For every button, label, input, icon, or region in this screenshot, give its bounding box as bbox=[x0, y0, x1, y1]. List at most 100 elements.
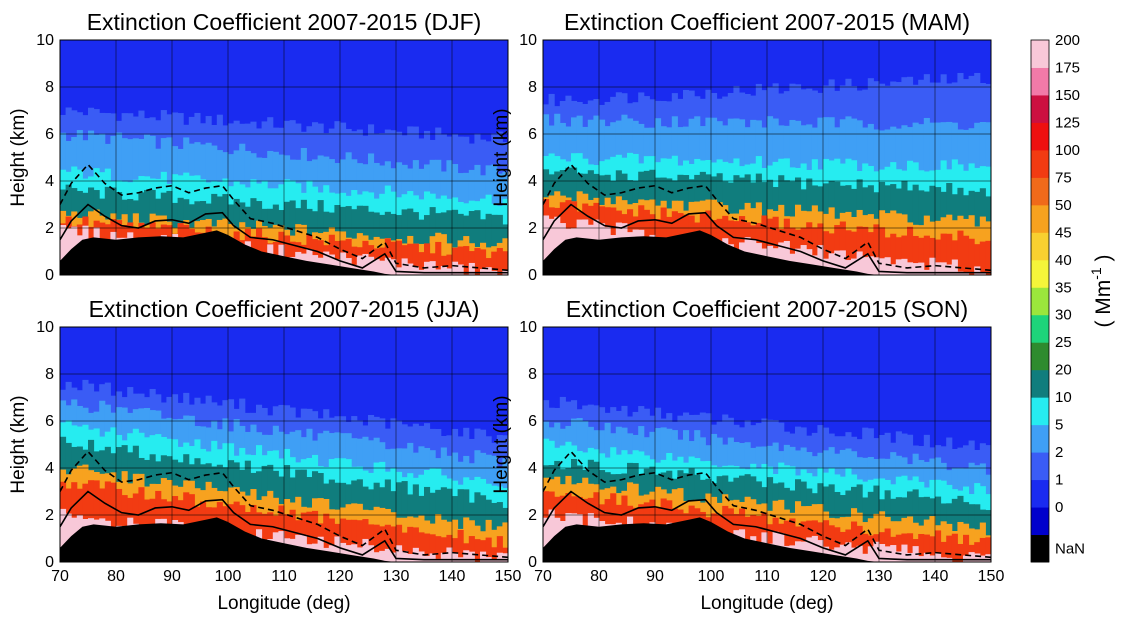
colorbar-swatch-25 bbox=[1031, 342, 1049, 371]
cell bbox=[446, 254, 453, 275]
cell bbox=[328, 518, 335, 562]
cell bbox=[974, 244, 981, 275]
cell bbox=[457, 489, 464, 562]
y-tick-label: 4 bbox=[528, 460, 537, 477]
cell bbox=[407, 526, 414, 562]
cell bbox=[328, 254, 335, 275]
cell bbox=[778, 242, 785, 275]
cell bbox=[979, 272, 986, 275]
cell bbox=[340, 518, 347, 562]
cell bbox=[317, 240, 324, 275]
cell bbox=[284, 514, 291, 562]
cell bbox=[401, 532, 408, 562]
cell bbox=[828, 525, 835, 562]
cell bbox=[496, 536, 503, 562]
cell bbox=[963, 235, 970, 275]
y-tick-label: 6 bbox=[528, 126, 537, 143]
cell bbox=[424, 243, 431, 275]
cell bbox=[957, 230, 964, 275]
cell bbox=[312, 510, 319, 562]
cell bbox=[351, 519, 358, 562]
cell bbox=[806, 537, 813, 562]
cell bbox=[356, 520, 363, 562]
colorbar-swatch-5 bbox=[1031, 424, 1049, 453]
cell bbox=[457, 246, 464, 275]
x-tick-label: 100 bbox=[698, 568, 725, 585]
y-axis-label: Height (km) bbox=[491, 395, 512, 493]
cell bbox=[345, 258, 352, 275]
x-tick-label: 110 bbox=[754, 568, 780, 585]
colorbar-label: 175 bbox=[1055, 59, 1080, 76]
panel-0: Extinction Coefficient 2007-2015 (DJF) 0 2… bbox=[8, 9, 509, 284]
x-tick-label: 100 bbox=[215, 568, 242, 585]
y-tick-label: 0 bbox=[528, 267, 537, 284]
cell bbox=[940, 262, 947, 275]
colorbar-swatch-150 bbox=[1031, 94, 1049, 123]
cell bbox=[851, 547, 858, 562]
cell bbox=[480, 540, 487, 562]
cell bbox=[554, 216, 561, 275]
cell bbox=[250, 504, 257, 562]
cell bbox=[856, 545, 863, 562]
y-tick-label: 2 bbox=[45, 220, 54, 237]
cell bbox=[845, 230, 852, 275]
colorbar-swatch-175 bbox=[1031, 67, 1049, 96]
panel-frame bbox=[59, 326, 509, 563]
plot-area bbox=[543, 327, 991, 562]
cell bbox=[110, 482, 117, 562]
cell bbox=[963, 273, 970, 275]
panel-frame bbox=[542, 39, 992, 276]
cell bbox=[783, 520, 790, 562]
cell bbox=[323, 513, 330, 562]
x-tick-label: 120 bbox=[327, 568, 354, 585]
cell bbox=[407, 553, 414, 562]
cell bbox=[407, 243, 414, 275]
y-axis-label: Height (km) bbox=[8, 395, 29, 493]
cell bbox=[373, 552, 380, 562]
cell bbox=[480, 495, 487, 562]
cell bbox=[940, 521, 947, 562]
cell bbox=[845, 260, 852, 275]
x-axis-label: Longitude (deg) bbox=[700, 593, 833, 614]
cell bbox=[912, 235, 919, 275]
cell bbox=[951, 259, 958, 275]
colorbar-label: 2 bbox=[1055, 444, 1063, 461]
cell bbox=[496, 247, 503, 275]
cell bbox=[474, 210, 481, 275]
x-tick-label: 130 bbox=[866, 568, 893, 585]
cell bbox=[418, 532, 425, 562]
cell bbox=[923, 235, 930, 275]
cell bbox=[823, 520, 830, 562]
cell bbox=[116, 488, 123, 562]
cell bbox=[390, 526, 397, 562]
cell bbox=[457, 529, 464, 562]
cell bbox=[491, 559, 498, 562]
cell bbox=[929, 555, 936, 562]
plot-area bbox=[60, 40, 508, 275]
cell bbox=[418, 551, 425, 562]
cell bbox=[60, 224, 67, 275]
cell bbox=[755, 516, 762, 562]
cell bbox=[929, 237, 936, 275]
cell bbox=[856, 251, 863, 275]
cell bbox=[491, 529, 498, 562]
colorbar-swatch-40 bbox=[1031, 259, 1049, 288]
cell bbox=[65, 513, 72, 562]
cell bbox=[468, 211, 475, 275]
colorbar-swatch-NaN bbox=[1031, 534, 1049, 563]
cell bbox=[412, 243, 419, 275]
colorbar-label: 40 bbox=[1055, 252, 1072, 269]
cell bbox=[457, 264, 464, 275]
cell bbox=[491, 547, 498, 562]
cell bbox=[974, 553, 981, 562]
cell bbox=[356, 255, 363, 275]
cell bbox=[289, 509, 296, 562]
colorbar-label: 50 bbox=[1055, 197, 1072, 214]
cell bbox=[379, 260, 386, 275]
cell bbox=[884, 528, 891, 562]
cell bbox=[474, 539, 481, 562]
cell bbox=[929, 536, 936, 562]
cell bbox=[345, 239, 352, 275]
x-axis-label: Longitude (deg) bbox=[217, 593, 350, 614]
cell bbox=[862, 226, 869, 275]
